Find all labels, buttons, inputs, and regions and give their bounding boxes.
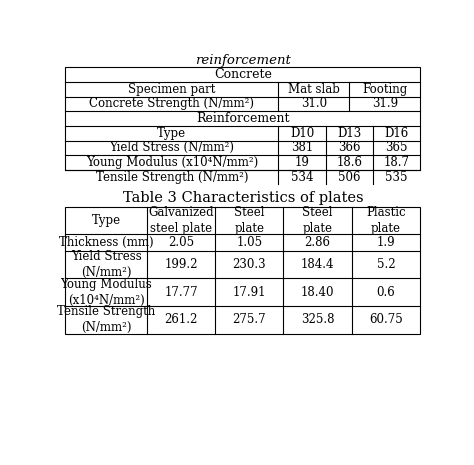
Text: Galvanized
steel plate: Galvanized steel plate: [148, 206, 214, 235]
Text: 275.7: 275.7: [233, 313, 266, 326]
Text: 261.2: 261.2: [164, 313, 198, 326]
Text: Tensile Strength (N/mm²): Tensile Strength (N/mm²): [96, 171, 248, 184]
Text: Concrete Strength (N/mm²): Concrete Strength (N/mm²): [90, 98, 255, 110]
Text: 199.2: 199.2: [164, 258, 198, 271]
Text: 19: 19: [295, 156, 310, 169]
Text: Mat slab: Mat slab: [288, 83, 340, 96]
Text: 18.6: 18.6: [337, 156, 363, 169]
Text: D13: D13: [337, 126, 362, 140]
Text: 535: 535: [385, 171, 408, 184]
Text: 31.0: 31.0: [301, 98, 327, 110]
Text: 381: 381: [291, 141, 313, 154]
Text: Steel
plate: Steel plate: [302, 206, 333, 235]
Text: 230.3: 230.3: [233, 258, 266, 271]
Text: 0.6: 0.6: [377, 286, 395, 299]
Text: 184.4: 184.4: [301, 258, 334, 271]
Text: Specimen part: Specimen part: [128, 83, 216, 96]
Text: 534: 534: [291, 171, 313, 184]
Text: Tensile Strength
(N/mm²): Tensile Strength (N/mm²): [57, 306, 155, 334]
Text: D10: D10: [290, 126, 314, 140]
Text: 1.9: 1.9: [377, 236, 395, 249]
Text: Footing: Footing: [362, 83, 408, 96]
Text: Yield Stress
(N/mm²): Yield Stress (N/mm²): [71, 250, 142, 279]
Text: Type: Type: [157, 126, 186, 140]
Text: Steel
plate: Steel plate: [234, 206, 264, 235]
Text: Yield Stress (N/mm²): Yield Stress (N/mm²): [109, 141, 235, 154]
Text: 60.75: 60.75: [369, 313, 403, 326]
Text: Table 3 Characteristics of plates: Table 3 Characteristics of plates: [123, 191, 363, 205]
Text: 31.9: 31.9: [372, 98, 398, 110]
Text: Concrete: Concrete: [214, 68, 272, 81]
Text: Thickness (mm): Thickness (mm): [59, 236, 154, 249]
Text: 17.91: 17.91: [233, 286, 266, 299]
Text: 366: 366: [338, 141, 361, 154]
Text: 506: 506: [338, 171, 361, 184]
Bar: [65, 67, 420, 170]
Text: 325.8: 325.8: [301, 313, 334, 326]
Text: Young Modulus (x10⁴N/mm²): Young Modulus (x10⁴N/mm²): [86, 156, 258, 169]
Text: 2.05: 2.05: [168, 236, 194, 249]
Text: 18.7: 18.7: [384, 156, 410, 169]
Bar: [65, 207, 420, 334]
Text: 17.77: 17.77: [164, 286, 198, 299]
Text: 1.05: 1.05: [236, 236, 263, 249]
Text: reinforcement: reinforcement: [195, 54, 291, 67]
Text: Type: Type: [91, 214, 121, 227]
Text: D16: D16: [384, 126, 409, 140]
Text: 5.2: 5.2: [377, 258, 395, 271]
Text: Plastic
plate: Plastic plate: [366, 206, 406, 235]
Text: Reinforcement: Reinforcement: [196, 112, 290, 125]
Text: 2.86: 2.86: [304, 236, 330, 249]
Text: 365: 365: [385, 141, 408, 154]
Text: Young Modulus
(x10⁴N/mm²): Young Modulus (x10⁴N/mm²): [60, 278, 152, 307]
Text: 18.40: 18.40: [301, 286, 334, 299]
